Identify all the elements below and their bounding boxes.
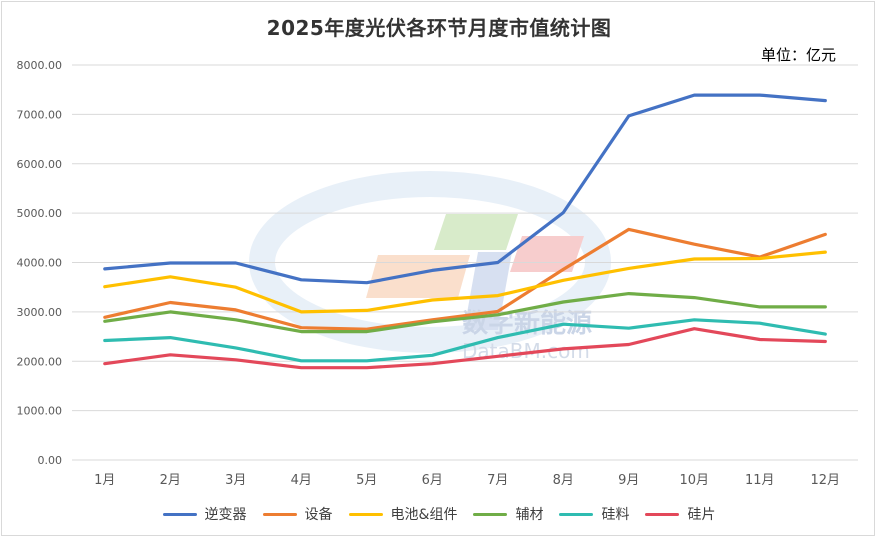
legend-label: 硅片 — [687, 507, 716, 523]
x-tick-label: 12月 — [810, 473, 840, 488]
legend-label: 硅料 — [601, 507, 630, 523]
legend-item: 硅料 — [559, 504, 629, 524]
watermark-block-orange — [366, 255, 470, 298]
legend-swatch — [262, 512, 297, 516]
x-tick-label: 2月 — [160, 473, 181, 488]
legend-item: 设备 — [262, 504, 333, 524]
series-line — [103, 250, 827, 314]
watermark-block-red — [510, 236, 584, 272]
y-tick-label: 1000.00 — [17, 405, 63, 418]
y-tick-label: 5000.00 — [17, 207, 63, 220]
series-line — [103, 327, 827, 370]
x-tick-label: 1月 — [94, 473, 115, 488]
x-tick-label: 10月 — [679, 473, 709, 488]
legend-item: 硅片 — [645, 504, 715, 524]
legend-swatch — [559, 512, 594, 516]
y-tick-label: 8000.00 — [17, 59, 63, 72]
series-line — [103, 318, 827, 363]
legend-swatch — [473, 512, 508, 516]
x-tick-label: 3月 — [225, 473, 246, 488]
x-tick-label: 4月 — [291, 473, 312, 488]
legend-label: 逆变器 — [204, 507, 247, 523]
chart-legend: 逆变器 设备 电池&组件 辅材 硅料 硅片 — [0, 504, 878, 524]
y-tick-label: 6000.00 — [17, 158, 63, 171]
y-tick-label: 0.00 — [38, 454, 63, 467]
x-tick-label: 8月 — [553, 473, 574, 488]
legend-label: 辅材 — [515, 507, 544, 523]
legend-item: 电池&组件 — [348, 504, 458, 524]
y-tick-label: 7000.00 — [17, 108, 63, 121]
series-line — [103, 292, 827, 334]
legend-label: 设备 — [304, 507, 333, 523]
y-tick-label: 2000.00 — [17, 355, 63, 368]
legend-swatch — [645, 512, 680, 516]
x-tick-label: 7月 — [487, 473, 508, 488]
legend-label: 电池&组件 — [390, 507, 458, 523]
legend-item: 辅材 — [473, 504, 543, 524]
x-tick-label: 5月 — [356, 473, 377, 488]
unit-label: 单位：亿元 — [760, 46, 836, 64]
legend-swatch — [348, 512, 383, 516]
series-line — [103, 227, 827, 331]
y-tick-label: 3000.00 — [17, 306, 63, 319]
series-line — [103, 93, 827, 285]
x-tick-label: 9月 — [618, 473, 639, 488]
legend-swatch — [162, 512, 197, 516]
y-tick-label: 4000.00 — [17, 257, 63, 270]
x-tick-label: 11月 — [745, 473, 775, 488]
chart-title: 2025年度光伏各环节月度市值统计图 — [266, 16, 612, 40]
watermark-block-green — [434, 214, 518, 250]
legend-item: 逆变器 — [162, 504, 247, 524]
x-tick-label: 6月 — [422, 473, 443, 488]
